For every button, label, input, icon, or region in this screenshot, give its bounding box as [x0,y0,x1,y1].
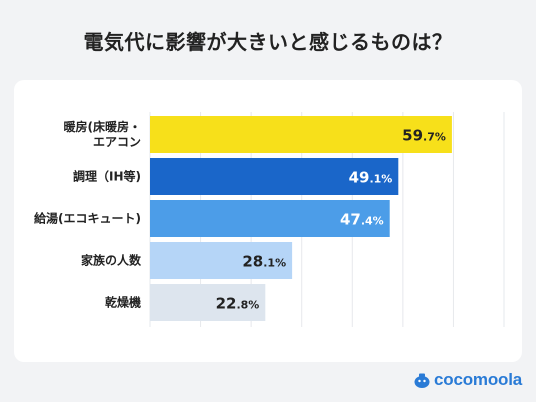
bar [150,200,390,237]
bar-chart: 暖房(床暖房・エアコン 59.7% 調理（IH等) 49.1% 給湯(エコキュート) 47… [34,112,505,327]
bar [150,116,452,153]
value-label: 22.8% [216,295,260,313]
category-label: 暖房(床暖房・エアコン [64,119,142,149]
chart-card: 暖房(床暖房・エアコン 59.7% 調理（IH等) 49.1% 給湯(エコキュート) 47… [14,80,522,362]
piggy-bank-icon [414,373,430,388]
bar [150,242,293,279]
category-label: 家族の人数 [81,253,142,268]
brand-logo: cocomoola [413,368,522,392]
category-label: 調理（IH等) [73,169,141,184]
chart-title: 電気代に影響が大きいと感じるものは？ [83,30,453,54]
value-label: 47.4% [340,211,384,229]
category-label: 乾燥機 [105,295,141,310]
value-label: 59.7% [402,127,446,145]
category-label: 給湯(エコキュート) [34,211,141,226]
brand-name: cocomoola [434,370,522,389]
bar [150,284,266,321]
value-label: 49.1% [349,169,393,187]
value-label: 28.1% [242,253,286,271]
bar [150,158,399,195]
